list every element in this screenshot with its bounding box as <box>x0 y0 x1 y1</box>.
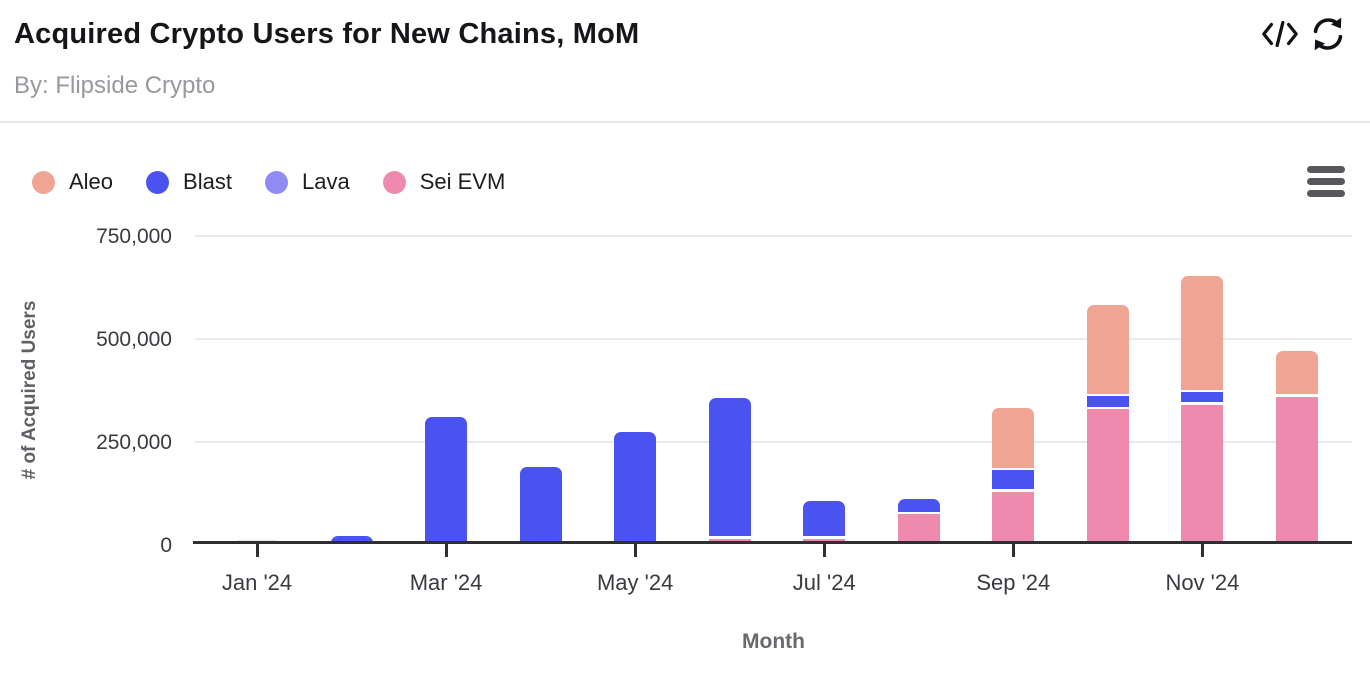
bar-segment-Sei EVM[interactable] <box>1181 404 1224 543</box>
bar-segment-Blast[interactable] <box>1181 392 1224 403</box>
chart-legend: Aleo Blast Lava Sei EVM <box>32 163 505 201</box>
hamburger-menu-icon <box>1307 165 1345 197</box>
bar-Jul '24[interactable] <box>803 501 846 543</box>
bar-segment-Blast[interactable] <box>1086 396 1129 407</box>
gridline-500000 <box>195 338 1352 340</box>
sei-evm-series-dot-icon <box>382 170 406 194</box>
gridline-250000 <box>195 441 1352 443</box>
bar-segment-Sei EVM[interactable] <box>1275 396 1318 543</box>
bar-segment-Blast[interactable] <box>992 470 1035 489</box>
bar-Feb '24[interactable] <box>330 535 373 543</box>
x-tick <box>255 544 259 557</box>
page-subtitle: By: Flipside Crypto <box>14 72 216 99</box>
chart-area: # of Acquired Users 0 250,000 500,000 750,0… <box>0 200 1370 694</box>
y-tick-label: 500,000 <box>96 328 172 351</box>
bar-segment-Sei EVM[interactable] <box>708 538 751 543</box>
bar-Nov '24[interactable] <box>1181 276 1224 543</box>
bar-Apr '24[interactable] <box>519 466 562 543</box>
legend-label: Blast <box>183 169 232 194</box>
x-axis-title: Month <box>742 630 805 653</box>
x-tick-label: May '24 <box>596 570 674 595</box>
bar-segment-Sei EVM[interactable] <box>897 514 940 543</box>
page-title: Acquired Crypto Users for New Chains, Mo… <box>14 18 640 50</box>
x-tick-label: Jul '24 <box>792 570 856 595</box>
plot-area <box>193 235 1352 544</box>
legend-label: Sei EVM <box>419 169 506 194</box>
bar-segment-Blast[interactable] <box>897 499 940 512</box>
x-tick <box>1200 544 1204 557</box>
x-tick <box>822 544 826 557</box>
legend-item-blast[interactable]: Blast <box>146 169 232 195</box>
x-tick <box>633 544 637 557</box>
header-divider <box>0 121 1370 123</box>
bar-Sep '24[interactable] <box>992 408 1035 543</box>
bar-segment-Sei EVM[interactable] <box>803 538 846 543</box>
refresh-button[interactable] <box>1306 14 1350 56</box>
bar-segment-Blast[interactable] <box>519 466 562 543</box>
legend-item-lava[interactable]: Lava <box>264 169 350 195</box>
bar-segment-Blast[interactable] <box>708 398 751 537</box>
bar-segment-Sei EVM[interactable] <box>1086 409 1129 543</box>
x-axis-line <box>193 541 1352 544</box>
bar-segment-Aleo[interactable] <box>1275 351 1318 395</box>
x-tick-label: Mar '24 <box>409 570 483 595</box>
bar-segment-Aleo[interactable] <box>1181 276 1224 390</box>
bar-Aug '24[interactable] <box>897 499 940 543</box>
bar-segment-Aleo[interactable] <box>1086 305 1129 394</box>
code-button[interactable] <box>1258 14 1302 56</box>
bar-May '24[interactable] <box>614 431 657 543</box>
legend-label: Aleo <box>69 169 114 194</box>
legend-label: Lava <box>301 169 350 194</box>
x-tick-label: Nov '24 <box>1165 570 1240 595</box>
x-tick-label: Jan '24 <box>221 570 293 595</box>
legend-item-aleo[interactable]: Aleo <box>32 169 113 195</box>
bar-segment-Blast[interactable] <box>803 501 846 537</box>
bar-segment-Blast[interactable] <box>425 417 468 543</box>
bar-segment-Aleo[interactable] <box>992 408 1035 468</box>
y-tick-label: 250,000 <box>96 431 172 454</box>
chart-context-menu-button[interactable] <box>1303 162 1349 200</box>
code-icon <box>1260 18 1300 53</box>
lava-series-dot-icon <box>264 170 288 194</box>
refresh-icon <box>1309 15 1347 56</box>
x-tick <box>444 544 448 557</box>
y-tick-label: 0 <box>160 534 172 557</box>
aleo-series-dot-icon <box>32 170 55 194</box>
bar-segment-Sei EVM[interactable] <box>992 491 1035 543</box>
legend-item-sei-evm[interactable]: Sei EVM <box>382 169 506 195</box>
bar-segment-Blast[interactable] <box>614 431 657 543</box>
gridline-750000 <box>195 235 1352 237</box>
bar-Mar '24[interactable] <box>425 417 468 543</box>
bar-Jun '24[interactable] <box>708 398 751 543</box>
blast-series-dot-icon <box>146 170 170 194</box>
x-tick-label: Sep '24 <box>976 570 1051 595</box>
y-tick-label: 750,000 <box>96 225 172 248</box>
bar-segment-Blast[interactable] <box>330 535 373 543</box>
bar-Oct '24[interactable] <box>1086 305 1129 543</box>
bar-Dec '24[interactable] <box>1275 351 1318 543</box>
x-tick <box>1011 544 1015 557</box>
